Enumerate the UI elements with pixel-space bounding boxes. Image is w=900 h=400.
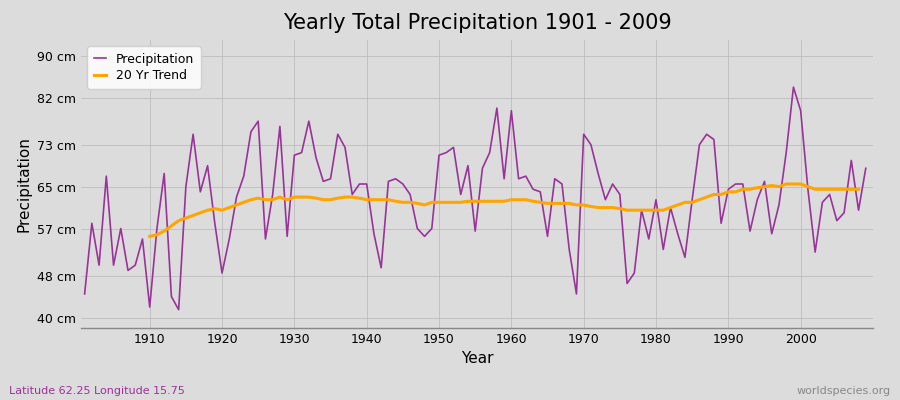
20 Yr Trend [499,199,509,204]
Text: Latitude 62.25 Longitude 15.75: Latitude 62.25 Longitude 15.75 [9,386,184,396]
Legend: Precipitation, 20 Yr Trend: Precipitation, 20 Yr Trend [87,46,201,88]
Text: worldspecies.org: worldspecies.org [796,386,891,396]
20 Yr Trend [144,234,155,239]
Line: Precipitation: Precipitation [85,87,866,310]
Title: Yearly Total Precipitation 1901 - 2009: Yearly Total Precipitation 1901 - 2009 [283,13,671,33]
20 Yr Trend [332,196,343,200]
20 Yr Trend [853,187,864,192]
20 Yr Trend [781,182,792,186]
Precipitation [346,192,357,197]
Precipitation [860,166,871,171]
Precipitation [303,119,314,124]
X-axis label: Year: Year [461,352,493,366]
Precipitation [600,197,611,202]
Precipitation [79,292,90,296]
20 Yr Trend [361,197,372,202]
Precipitation [513,176,524,181]
Precipitation [173,307,184,312]
Line: 20 Yr Trend: 20 Yr Trend [149,184,859,236]
Precipitation [788,85,799,90]
Precipitation [506,108,517,113]
Y-axis label: Precipitation: Precipitation [16,136,32,232]
20 Yr Trend [520,197,531,202]
Precipitation [137,236,148,241]
20 Yr Trend [310,196,321,200]
20 Yr Trend [701,195,712,200]
